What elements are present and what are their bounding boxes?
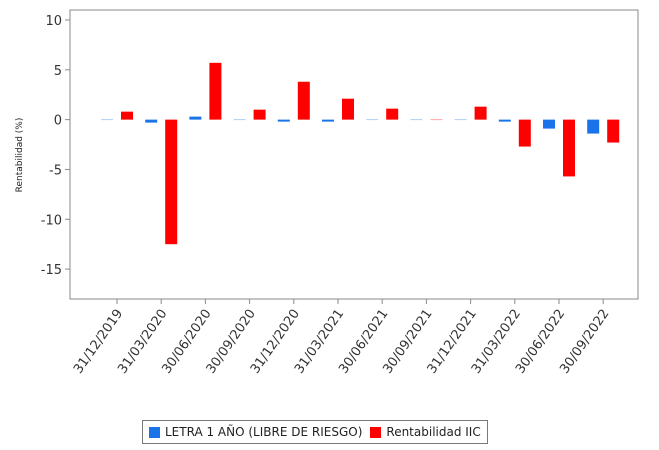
- bar-iic: [342, 98, 354, 120]
- x-axis: 31/12/201931/03/202030/06/202030/09/2020…: [71, 299, 612, 377]
- bar-letra: [366, 119, 379, 121]
- bar-iic: [607, 119, 620, 143]
- legend-label-iic: Rentabilidad IIC: [386, 425, 481, 439]
- bar-iic: [563, 119, 575, 177]
- legend-item-letra: LETRA 1 AÑO (LIBRE DE RIESGO): [149, 425, 362, 439]
- y-axis-title: Rentabilidad (%): [15, 118, 25, 193]
- y-tick-label: -15: [41, 263, 62, 278]
- bar-letra: [410, 119, 423, 121]
- bar-letra: [145, 119, 158, 123]
- bar-letra: [498, 119, 511, 122]
- legend-item-iic: Rentabilidad IIC: [370, 425, 481, 439]
- bar-iic: [518, 119, 531, 147]
- legend-swatch-letra: [149, 426, 160, 438]
- bar-letra: [101, 119, 113, 121]
- legend-swatch-iic: [370, 426, 382, 438]
- bar-letra: [587, 119, 600, 134]
- bar-iic: [386, 108, 399, 120]
- bar-letra: [454, 119, 467, 121]
- bar-iic: [209, 62, 222, 120]
- legend: LETRA 1 AÑO (LIBRE DE RIESGO) Rentabilid…: [142, 420, 488, 444]
- bar-letra: [277, 119, 290, 122]
- bar-iic: [165, 119, 178, 245]
- y-tick-label: -5: [49, 163, 62, 178]
- bar-letra: [233, 119, 246, 121]
- bar-chart: 10 5 0 -5 -10 -15 31/12/201931/03/202030/06/2…: [15, 9, 639, 377]
- bar-iic: [430, 119, 443, 121]
- bar-iic: [297, 81, 310, 120]
- bars: [101, 62, 620, 245]
- plot-area: [69, 9, 639, 300]
- bar-iic: [253, 109, 266, 120]
- y-tick-label: 10: [45, 14, 62, 29]
- y-tick-label: 5: [54, 64, 62, 79]
- bar-letra: [189, 116, 202, 120]
- legend-label-letra: LETRA 1 AÑO (LIBRE DE RIESGO): [165, 425, 363, 439]
- bar-letra: [543, 119, 555, 129]
- y-axis: 10 5 0 -5 -10 -15: [41, 14, 70, 278]
- y-tick-label: -10: [41, 213, 62, 228]
- bar-iic: [121, 111, 133, 120]
- bar-iic: [474, 106, 487, 120]
- y-tick-label: 0: [54, 114, 62, 129]
- bar-letra: [322, 119, 334, 122]
